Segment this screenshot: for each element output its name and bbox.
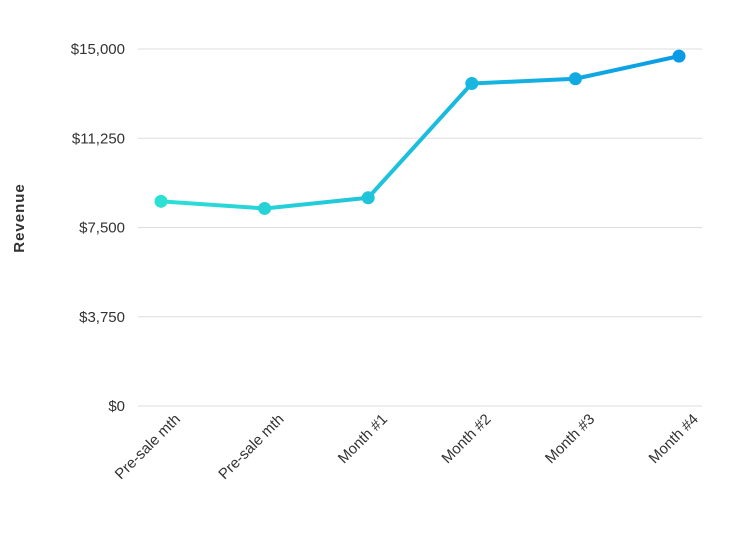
x-tick-label: Pre-sale mth bbox=[112, 411, 184, 483]
x-tick-label: Month #2 bbox=[438, 411, 494, 467]
data-point bbox=[361, 191, 375, 205]
data-point bbox=[672, 49, 686, 63]
y-tick-label: $0 bbox=[108, 398, 125, 415]
series-line bbox=[159, 54, 681, 211]
gridlines bbox=[138, 48, 702, 407]
y-tick-label: $3,750 bbox=[79, 309, 125, 326]
x-tick-label: Month #1 bbox=[335, 411, 391, 467]
y-axis-label: Revenue bbox=[11, 183, 28, 253]
series-points bbox=[154, 49, 686, 215]
y-tick-label: $15,000 bbox=[71, 41, 125, 58]
series-line-path bbox=[159, 54, 681, 211]
x-tick-label: Pre-sale mth bbox=[215, 411, 287, 483]
data-point bbox=[568, 72, 582, 86]
data-point bbox=[465, 77, 479, 91]
x-tick-label: Month #3 bbox=[542, 411, 598, 467]
x-tick-label: Month #4 bbox=[646, 411, 702, 467]
y-tick-label: $7,500 bbox=[79, 220, 125, 237]
x-axis-ticks: Pre-sale mth Pre-sale mth Month #1 Month #2… bbox=[112, 411, 702, 483]
y-tick-label: $11,250 bbox=[72, 130, 125, 147]
data-point bbox=[154, 194, 168, 208]
y-axis-ticks: $0 $3,750 $7,500 $11,250 $15,000 bbox=[71, 41, 125, 415]
data-point bbox=[258, 201, 272, 215]
